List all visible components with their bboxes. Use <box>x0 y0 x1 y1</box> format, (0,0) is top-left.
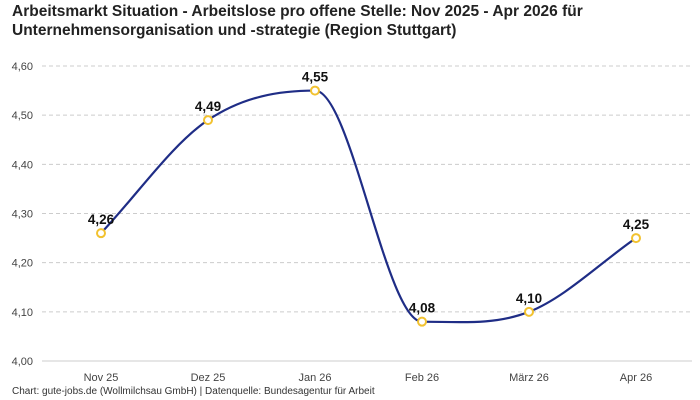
chart-footer: Chart: gute-jobs.de (Wollmilchsau GmbH) … <box>12 386 375 397</box>
x-tick-label: Dez 25 <box>191 372 226 384</box>
series <box>96 85 641 327</box>
data-label: 4,08 <box>409 301 436 316</box>
y-tick-label: 4,30 <box>12 209 33 221</box>
x-tick-label: Apr 26 <box>620 372 652 384</box>
y-tick-label: 4,00 <box>12 356 33 368</box>
x-tick-label: März 26 <box>509 372 549 384</box>
data-point <box>417 316 427 327</box>
data-point <box>310 85 320 96</box>
data-point <box>524 306 534 317</box>
chart-title-line-2: Unternehmensorganisation und -strategie … <box>12 22 457 39</box>
data-label: 4,49 <box>195 99 221 114</box>
y-tick-label: 4,60 <box>12 61 33 73</box>
y-tick-label: 4,50 <box>12 110 33 122</box>
data-labels: 4,26 4,49 4,55 4,08 4,10 4,25 <box>88 70 650 316</box>
data-label: 4,55 <box>302 70 329 85</box>
x-tick-label: Jan 26 <box>298 372 331 384</box>
x-axis: Nov 25 Dez 25 Jan 26 Feb 26 März 26 Apr 26 <box>84 372 653 384</box>
data-label: 4,10 <box>516 291 542 306</box>
data-point <box>96 228 106 239</box>
y-axis: 4,00 4,10 4,20 4,30 4,40 4,50 4,60 <box>12 61 33 368</box>
y-tick-label: 4,40 <box>12 159 33 171</box>
data-point <box>631 233 641 244</box>
x-tick-label: Feb 26 <box>405 372 439 384</box>
data-label: 4,26 <box>88 212 115 227</box>
y-tick-label: 4,10 <box>12 307 33 319</box>
data-point <box>203 115 213 126</box>
chart-title: Arbeitsmarkt Situation - Arbeitslose pro… <box>12 2 692 40</box>
data-label: 4,25 <box>623 217 650 232</box>
series-line <box>100 89 637 324</box>
grid-lines <box>42 65 692 362</box>
y-tick-label: 4,20 <box>12 258 33 270</box>
x-tick-label: Nov 25 <box>84 372 119 384</box>
chart-title-line-1: Arbeitsmarkt Situation - Arbeitslose pro… <box>12 3 583 20</box>
